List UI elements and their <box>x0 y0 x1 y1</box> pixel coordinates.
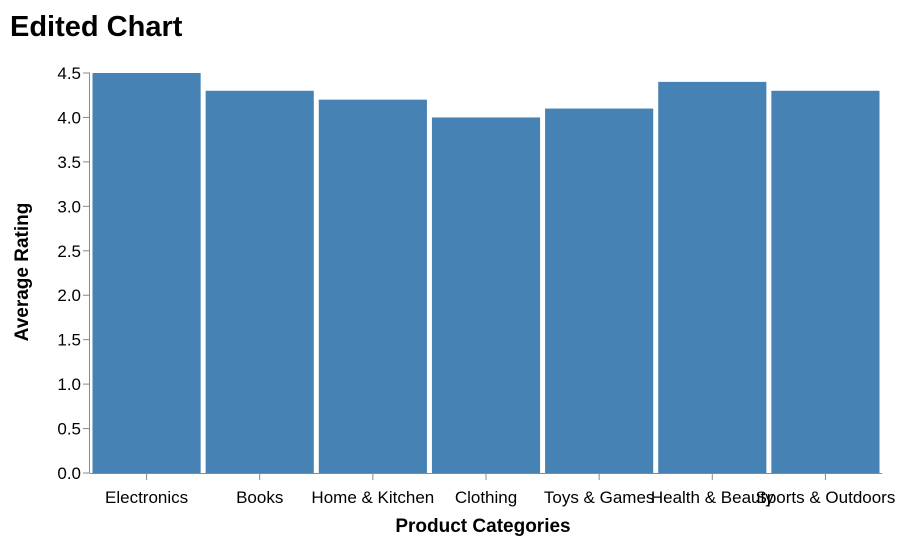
bar-1 <box>205 90 314 474</box>
y-axis-title: Average Rating <box>12 203 33 342</box>
y-tick-label: 1.5 <box>57 331 81 350</box>
y-tick-label: 3.0 <box>57 197 81 216</box>
x-tick-label: Home & Kitchen <box>311 488 434 507</box>
bar-4 <box>545 108 654 474</box>
x-tick-label: Health & Beauty <box>651 488 774 507</box>
y-tick-label: 0.5 <box>57 420 81 439</box>
chart-title: Edited Chart <box>10 11 183 43</box>
y-tick-label: 2.0 <box>57 286 81 305</box>
bar-3 <box>431 117 541 473</box>
x-axis: Electronics Books Home & Kitchen Clothing To… <box>90 473 895 507</box>
x-tick-label: Clothing <box>455 488 517 507</box>
bar-2 <box>318 99 427 474</box>
x-tick-label: Sports & Outdoors <box>756 488 896 507</box>
y-axis: 0.0 0.5 1.0 1.5 2.0 2.5 3.0 3.5 4.0 4.5 <box>57 64 90 483</box>
bar-5 <box>658 81 767 473</box>
y-tick-label: 3.5 <box>57 153 81 172</box>
x-tick-label: Books <box>236 488 283 507</box>
x-tick-label: Toys & Games <box>544 488 655 507</box>
x-tick-label: Electronics <box>105 488 188 507</box>
y-tick-label: 4.5 <box>57 64 81 83</box>
bar-6 <box>771 90 880 474</box>
y-tick-label: 4.0 <box>57 108 81 127</box>
bar-0 <box>92 73 201 473</box>
y-tick-label: 1.0 <box>57 375 81 394</box>
x-axis-title: Product Categories <box>395 516 570 537</box>
y-tick-label: 0.0 <box>57 464 81 483</box>
bars-group <box>92 73 880 474</box>
y-tick-label: 2.5 <box>57 242 81 261</box>
